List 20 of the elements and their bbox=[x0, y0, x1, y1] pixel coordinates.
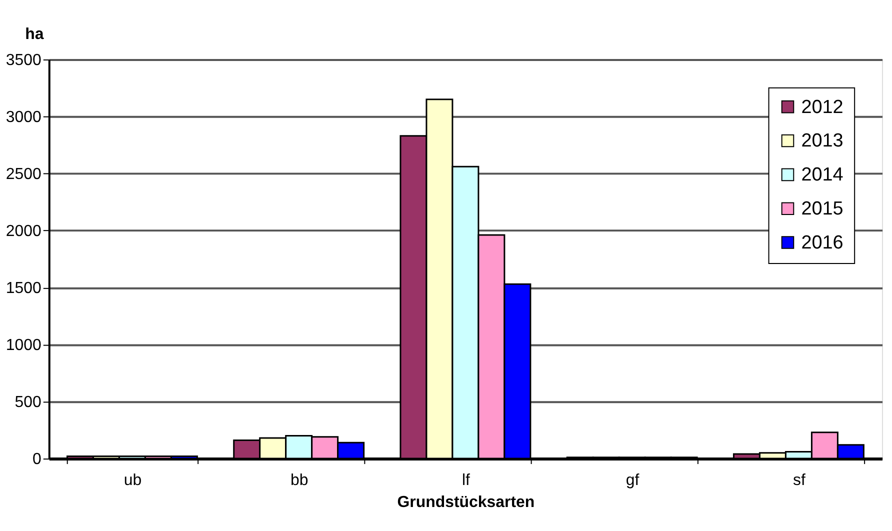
legend-label: 2012 bbox=[801, 96, 844, 118]
x-tick-label: bb bbox=[290, 472, 308, 489]
legend-label: 2013 bbox=[801, 130, 844, 152]
legend-label: 2016 bbox=[801, 232, 844, 254]
x-tick-label: gf bbox=[626, 472, 640, 489]
x-tick-label: lf bbox=[462, 472, 471, 489]
y-tick-label: 3000 bbox=[6, 108, 42, 126]
x-tick-label: sf bbox=[792, 472, 806, 489]
y-axis-title: ha bbox=[25, 26, 44, 43]
y-tick-label: 500 bbox=[14, 394, 42, 412]
y-tick-label: 1500 bbox=[6, 280, 42, 297]
x-tick-label: ub bbox=[124, 472, 142, 489]
y-tick-label: 0 bbox=[32, 451, 42, 468]
y-tick-label: 2500 bbox=[6, 166, 42, 183]
y-tick-label: 3500 bbox=[6, 52, 42, 69]
y-tick-label: 2000 bbox=[6, 222, 42, 240]
legend-label: 2015 bbox=[801, 198, 844, 220]
x-axis-title: Grundstücksarten bbox=[397, 494, 535, 511]
y-tick-label: 1000 bbox=[6, 337, 42, 354]
legend-label: 2014 bbox=[801, 164, 844, 186]
